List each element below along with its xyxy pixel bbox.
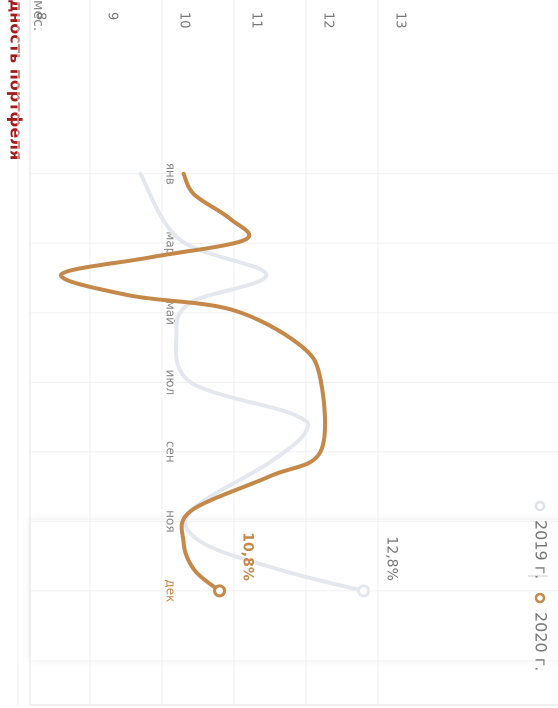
chart-title: ходность портфеля bbox=[7, 0, 26, 160]
y-tick-label: 10 bbox=[177, 12, 192, 29]
series-line bbox=[138, 171, 366, 593]
x-tick-label: янв bbox=[164, 163, 178, 185]
data-label: 12,8% bbox=[384, 536, 400, 580]
x-tick-label: мар bbox=[164, 231, 178, 255]
data-label: 10,8% bbox=[240, 532, 256, 581]
highlight-panel bbox=[30, 520, 558, 660]
legend-label: 2020 г. bbox=[532, 612, 551, 671]
x-tick-label: дек bbox=[164, 579, 178, 602]
x-tick-label: май bbox=[164, 301, 178, 325]
end-marker bbox=[213, 584, 227, 598]
x-tick-label: ноя bbox=[164, 510, 178, 532]
series-line bbox=[59, 171, 328, 593]
chart-subtitle: мес. bbox=[30, 0, 46, 31]
x-tick-label: июл bbox=[164, 370, 178, 396]
end-marker bbox=[357, 584, 371, 598]
legend-label: 2019 г. bbox=[532, 520, 551, 579]
y-tick-label: 11 bbox=[249, 12, 264, 29]
legend-marker bbox=[534, 592, 546, 604]
legend-marker bbox=[534, 500, 546, 512]
y-tick-label: 12 bbox=[321, 12, 336, 29]
y-tick-label: 9 bbox=[105, 12, 120, 20]
y-tick-label: 13 bbox=[393, 12, 408, 29]
y-tick-label: 8 bbox=[33, 12, 48, 20]
x-tick-label: сен bbox=[164, 441, 178, 463]
